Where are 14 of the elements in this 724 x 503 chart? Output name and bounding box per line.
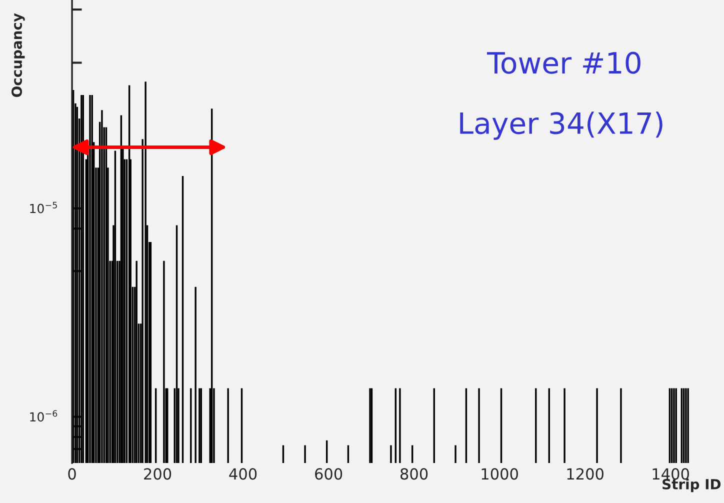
x-tick-label: 800 [400, 468, 428, 480]
y-tick-label: 10$^{−6}$ [30, 410, 58, 422]
annotation: Tower #10 [486, 52, 640, 74]
x-tick-label: 400 [229, 468, 257, 480]
x-tick-label: 1400 [652, 468, 689, 480]
x-tick-label: 1200 [567, 468, 604, 480]
x-tick-label: 1000 [482, 468, 518, 480]
y-tick-label: 10$^{−5}$ [30, 202, 57, 214]
y-axis-title: Occupancy [12, 13, 25, 97]
x-tick-label: 0 [68, 468, 76, 480]
x-tick-label: 200 [144, 468, 172, 480]
x-axis-title: Strip ID [662, 478, 721, 492]
annotation: Layer 34(X17) [460, 112, 662, 140]
x-tick-label: 600 [315, 468, 342, 480]
